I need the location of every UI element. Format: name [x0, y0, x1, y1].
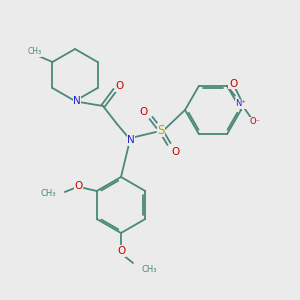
Text: CH₃: CH₃ — [27, 47, 41, 56]
Text: CH₃: CH₃ — [141, 265, 157, 274]
Text: O: O — [116, 81, 124, 91]
Text: CH₃: CH₃ — [40, 190, 56, 199]
Text: O: O — [139, 107, 147, 117]
Text: N: N — [127, 135, 135, 145]
Text: N⁺: N⁺ — [236, 99, 246, 108]
Text: O: O — [117, 246, 125, 256]
Text: O: O — [75, 181, 83, 191]
Text: O: O — [171, 147, 179, 157]
Text: N: N — [73, 96, 81, 106]
Text: O: O — [229, 79, 237, 89]
Text: S: S — [157, 124, 165, 136]
Text: O⁻: O⁻ — [250, 117, 260, 126]
